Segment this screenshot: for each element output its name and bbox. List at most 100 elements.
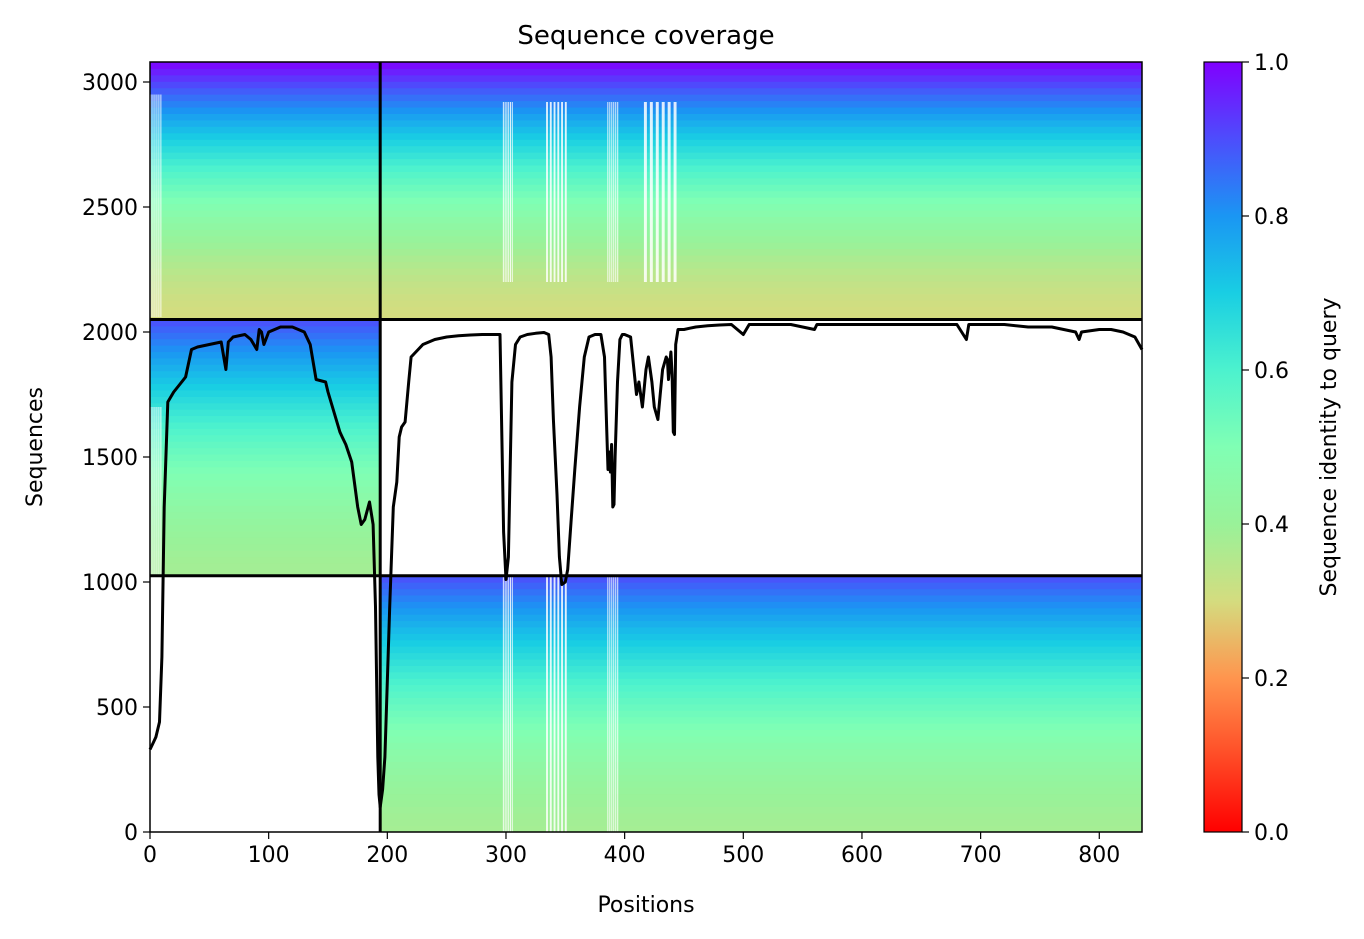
heatmap-band	[150, 511, 381, 519]
colorbar-tick-label: 0.6	[1254, 359, 1289, 384]
gap-streak	[156, 407, 158, 575]
heatmap-band	[380, 620, 1143, 628]
gap-streak	[508, 575, 510, 832]
heatmap-band	[380, 716, 1143, 724]
heatmap-band	[380, 818, 1143, 827]
heatmap-band	[380, 632, 1143, 641]
heatmap-band	[150, 402, 381, 410]
heatmap-band	[150, 427, 381, 436]
gap-streak	[613, 575, 615, 832]
gap-streak	[511, 575, 513, 832]
heatmap-band	[380, 575, 1143, 583]
heatmap-band	[380, 761, 1143, 769]
gap-streak	[643, 102, 647, 282]
heatmap-band	[150, 293, 1142, 301]
heatmap-band	[380, 588, 1143, 596]
heatmap-band	[380, 793, 1143, 801]
heatmap-band	[150, 498, 381, 506]
heatmap-band	[150, 562, 381, 570]
gap-streak	[152, 94, 154, 317]
gap-streak	[546, 102, 548, 282]
heatmap-band	[150, 389, 381, 397]
gap-streak	[607, 575, 609, 832]
heatmap-band	[380, 722, 1143, 730]
x-tick-label: 500	[722, 843, 764, 868]
heatmap-band	[150, 325, 381, 333]
gap-streak	[561, 575, 563, 832]
chart-title: Sequence coverage	[517, 21, 774, 51]
gap-streak	[506, 575, 508, 832]
heatmap-band	[380, 748, 1143, 756]
x-axis-label: Positions	[597, 893, 694, 918]
gap-streak	[667, 102, 671, 282]
heatmap-band	[150, 376, 381, 385]
heatmap-band	[380, 780, 1143, 788]
x-axis: 0 100 200 300 400 500 600 700 800	[143, 832, 1120, 868]
gap-streak	[611, 102, 613, 282]
heatmap-band	[380, 664, 1143, 673]
heatmap-band	[380, 594, 1143, 602]
heatmap-band	[380, 825, 1143, 833]
heatmap-band	[380, 645, 1143, 654]
heatmap-band	[150, 319, 381, 327]
colorbar-tick-label: 0.2	[1254, 667, 1289, 692]
gap-streak	[615, 575, 617, 832]
gap-streak	[158, 94, 160, 317]
gap-streak	[160, 94, 162, 317]
heatmap-band	[380, 773, 1143, 782]
heatmap-band	[150, 556, 381, 564]
heatmap-band	[150, 491, 381, 500]
gap-streak	[549, 575, 552, 832]
heatmap-band	[380, 709, 1143, 718]
heatmap-band	[380, 684, 1143, 692]
heatmap-band	[150, 472, 381, 481]
heatmap-band	[150, 74, 1142, 82]
heatmap-band	[150, 383, 381, 391]
gap-streak	[649, 102, 653, 282]
gap-streak	[553, 575, 556, 832]
gap-streak	[150, 94, 152, 317]
y-axis-label: Sequences	[23, 387, 48, 507]
heatmap-band	[150, 530, 381, 538]
gap-streak	[673, 102, 677, 282]
gap-streak	[557, 575, 560, 832]
heatmap-band	[150, 280, 1142, 288]
gap-streak	[154, 407, 156, 575]
heatmap-band	[150, 80, 1142, 89]
colorbar-axis: 0.0 0.2 0.4 0.6 0.8 1.0	[1242, 51, 1289, 846]
gap-streak	[549, 102, 552, 282]
heatmap-band	[150, 524, 381, 532]
heatmap-band	[150, 408, 381, 417]
heatmap-band	[150, 363, 381, 372]
heatmap-band	[380, 729, 1143, 737]
heatmap-band	[380, 767, 1143, 775]
gap-streak	[615, 102, 617, 282]
heatmap-band	[150, 312, 1142, 320]
heatmap-band	[380, 600, 1143, 609]
heatmap-band	[150, 466, 381, 474]
colorbar	[1203, 61, 1243, 833]
gap-streak	[661, 102, 665, 282]
heatmap-band	[150, 440, 381, 449]
heatmap-band	[150, 415, 381, 423]
heatmap-band	[150, 306, 1142, 314]
y-tick-label: 500	[96, 696, 138, 721]
y-axis: 0 500 1000 1500 2000 2500 3000	[82, 71, 150, 846]
heatmap-band	[150, 299, 1142, 308]
heatmap-band	[150, 87, 1142, 95]
gap-streak	[617, 102, 619, 282]
heatmap-band	[380, 671, 1143, 679]
chain-boundaries	[150, 62, 1142, 832]
gap-streak	[152, 407, 154, 575]
gap-streak	[508, 102, 510, 282]
heatmap-band	[150, 344, 381, 353]
heatmap-band	[150, 93, 1142, 102]
x-tick-label: 200	[366, 843, 408, 868]
gap-streak	[546, 575, 548, 832]
gap-streak	[617, 575, 619, 832]
heatmap-band	[380, 613, 1143, 622]
heatmap-band	[150, 459, 381, 468]
plot-frame	[149, 61, 1143, 833]
heatmap-band	[380, 799, 1143, 807]
